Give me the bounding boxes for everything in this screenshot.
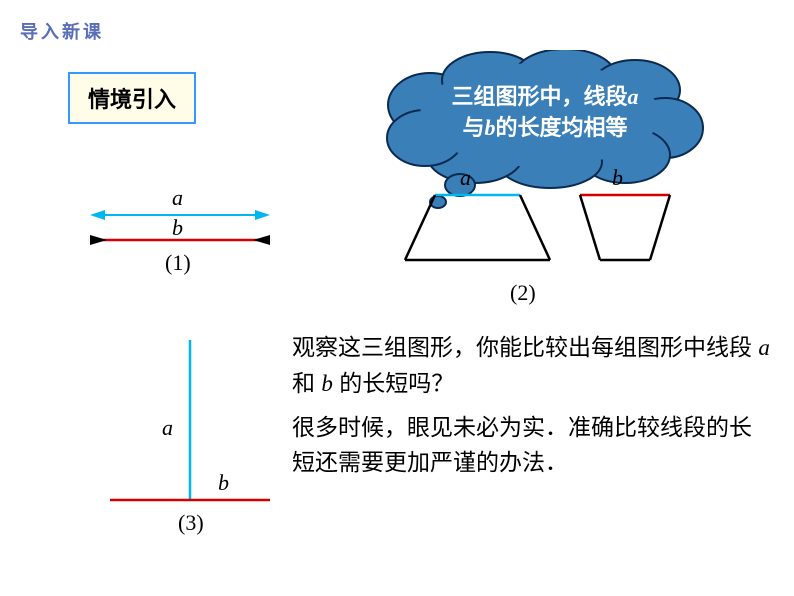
fig1-b-right: [253, 235, 270, 245]
fig2-trap1-right: [520, 195, 550, 260]
fig2-label-a: a: [460, 165, 471, 191]
bubble-line2: 的长度均相等: [496, 115, 628, 140]
fig1-b-left: [90, 235, 107, 245]
p1-part1: 观察这三组图形，你能比较出每组图形中线段: [292, 334, 758, 360]
section-header: 导入新课: [20, 18, 104, 44]
fig2-svg: [395, 180, 715, 300]
context-intro-text: 情境引入: [88, 87, 176, 112]
fig3-label-a: a: [162, 415, 173, 441]
fig1-arrow-right: [255, 210, 270, 220]
paragraph-1: 观察这三组图形，你能比较出每组图形中线段 a 和 b 的长短吗？: [292, 330, 772, 401]
fig1-label-b: b: [172, 215, 183, 241]
fig2-caption: (2): [510, 280, 536, 306]
fig2-trap2-left: [580, 195, 600, 260]
bubble-line1: 三组图形中，线段: [451, 84, 627, 109]
fig3-caption: (3): [178, 510, 204, 536]
fig3-svg: [95, 330, 295, 530]
paragraph-2: 很多时候，眼见未必为实．准确比较线段的长短还需要更加严谨的办法．: [292, 410, 772, 479]
bubble-a: a: [628, 84, 639, 109]
header-text: 导入新课: [20, 22, 104, 42]
p1-mid: 和: [292, 370, 321, 396]
bubble-b: b: [485, 115, 496, 140]
fig1-caption: (1): [165, 250, 191, 276]
context-intro-box: 情境引入: [68, 72, 196, 124]
p1-a: a: [758, 335, 770, 360]
fig1-label-a: a: [172, 185, 183, 211]
bubble-with: 与: [462, 115, 484, 140]
fig1-arrow-left: [90, 210, 105, 220]
fig2-trap2-right: [650, 195, 670, 260]
fig2-label-b: b: [612, 165, 623, 191]
p2-text: 很多时候，眼见未必为实．准确比较线段的长短还需要更加严谨的办法．: [292, 414, 752, 475]
bubble-text-container: 三组图形中，线段a 与b的长度均相等: [405, 82, 685, 144]
fig2-trap1-left: [405, 195, 435, 260]
p1-part2: 的长短吗？: [333, 370, 454, 396]
p1-b: b: [321, 371, 333, 396]
fig3-label-b: b: [218, 470, 229, 496]
